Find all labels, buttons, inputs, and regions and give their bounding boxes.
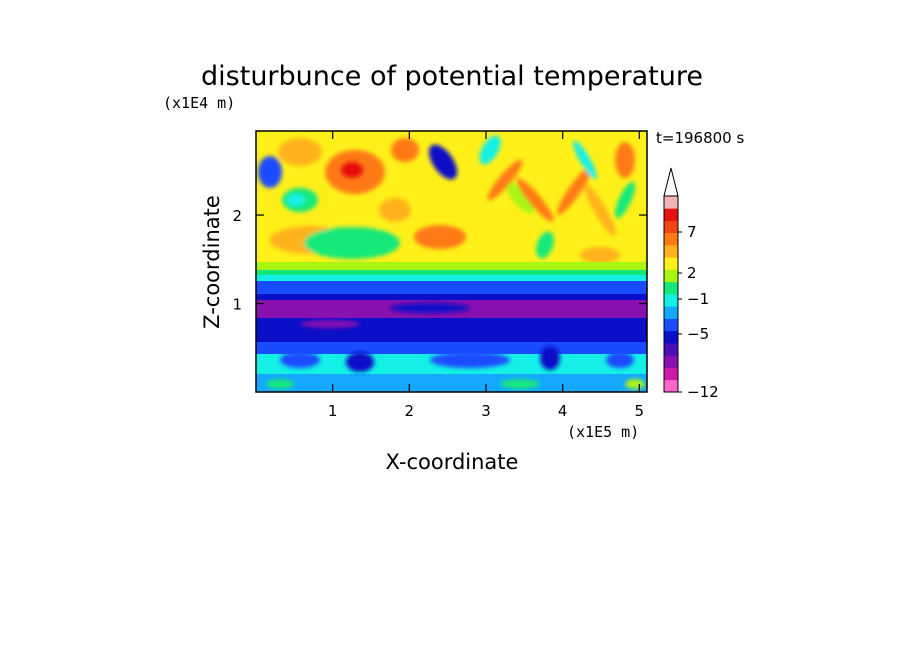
colorbar-swatch (664, 330, 678, 344)
layer-cool (256, 281, 647, 294)
eddy (280, 352, 320, 368)
cold-cell (304, 227, 400, 259)
x-axis-label: X-coordinate (386, 450, 519, 474)
warm-cell (615, 142, 635, 178)
colorbar-extend-arrow (663, 167, 679, 197)
surface-eddies (266, 303, 645, 389)
eddy (266, 379, 294, 389)
eddy (606, 352, 634, 368)
eddy (500, 379, 540, 389)
colorbar-tick-label: 7 (687, 223, 697, 241)
colorbar-swatch (664, 269, 678, 283)
warm-cell (414, 225, 466, 249)
warm-cell (584, 183, 616, 237)
x-axis: 1 2 3 4 5 (328, 131, 644, 420)
colorbar-swatch (664, 306, 678, 319)
warm-cell (487, 159, 523, 201)
layer-cool (256, 342, 647, 354)
warm-cell (391, 138, 419, 162)
colorbar-swatch (664, 367, 678, 381)
cold-cell (573, 140, 597, 180)
transition-band (256, 270, 647, 276)
cold-cell (536, 231, 554, 259)
x-tick-label: 1 (328, 402, 338, 420)
colorbar-swatch (664, 343, 678, 356)
eddy (346, 352, 374, 372)
cold-cell (428, 144, 458, 180)
cold-cell (287, 194, 305, 206)
x-tick-label: 2 (405, 402, 415, 420)
layer-cold (256, 294, 647, 300)
colorbar-swatch (664, 355, 678, 368)
transition-band (256, 262, 647, 272)
colorbar-swatch (664, 281, 678, 295)
cold-cell (479, 135, 501, 165)
chart-title: disturbunce of potential temperature (201, 61, 703, 92)
x-tick-label: 5 (635, 402, 645, 420)
eddy (625, 379, 645, 389)
time-label: t=196800 s (656, 129, 744, 147)
colorbar-swatch (664, 245, 678, 258)
warm-cell (278, 138, 322, 166)
colorbar-tick-label: −12 (687, 383, 719, 401)
warm-cell (379, 198, 411, 222)
colorbar-tick-label: −1 (687, 290, 709, 308)
colorbar-tick-label: −5 (687, 325, 709, 343)
eddy (300, 320, 360, 328)
colorbar: 7 2 −1 −5 −12 (663, 167, 719, 401)
colorbar-tick-label: 2 (687, 264, 697, 282)
y-axis-label: Z-coordinate (200, 195, 224, 329)
warm-cell (557, 165, 593, 215)
eddy (540, 346, 560, 370)
colorbar-swatch (664, 220, 678, 234)
cold-cell (506, 182, 534, 214)
colorbar-swatch (664, 257, 678, 270)
surface-layer (256, 374, 647, 392)
colorbar-swatch (664, 294, 678, 307)
y-axis: 12 (232, 207, 647, 314)
colorbar-swatch (664, 318, 678, 332)
colorbar-swatch (664, 379, 678, 393)
y-tick-label: 1 (232, 296, 242, 314)
colorbar-swatch (664, 196, 678, 209)
y-tick-label: 2 (232, 207, 242, 225)
cold-cell (258, 156, 282, 188)
eddy (390, 303, 470, 313)
warm-cell (516, 178, 554, 222)
colorbar-swatch (664, 232, 678, 246)
x-tick-label: 4 (558, 402, 568, 420)
x-unit-label: (x1E5 m) (567, 423, 639, 441)
y-unit-label: (x1E4 m) (163, 94, 235, 112)
transition-band (256, 275, 647, 281)
contour-field (256, 131, 647, 392)
warm-cell (580, 247, 620, 263)
cold-cell (614, 181, 636, 219)
warm-core (340, 161, 364, 179)
upper-wave-pattern (258, 135, 636, 263)
plot-frame (255, 130, 648, 393)
eddy (430, 352, 510, 368)
colorbar-swatch (664, 208, 678, 221)
x-tick-label: 3 (481, 402, 491, 420)
